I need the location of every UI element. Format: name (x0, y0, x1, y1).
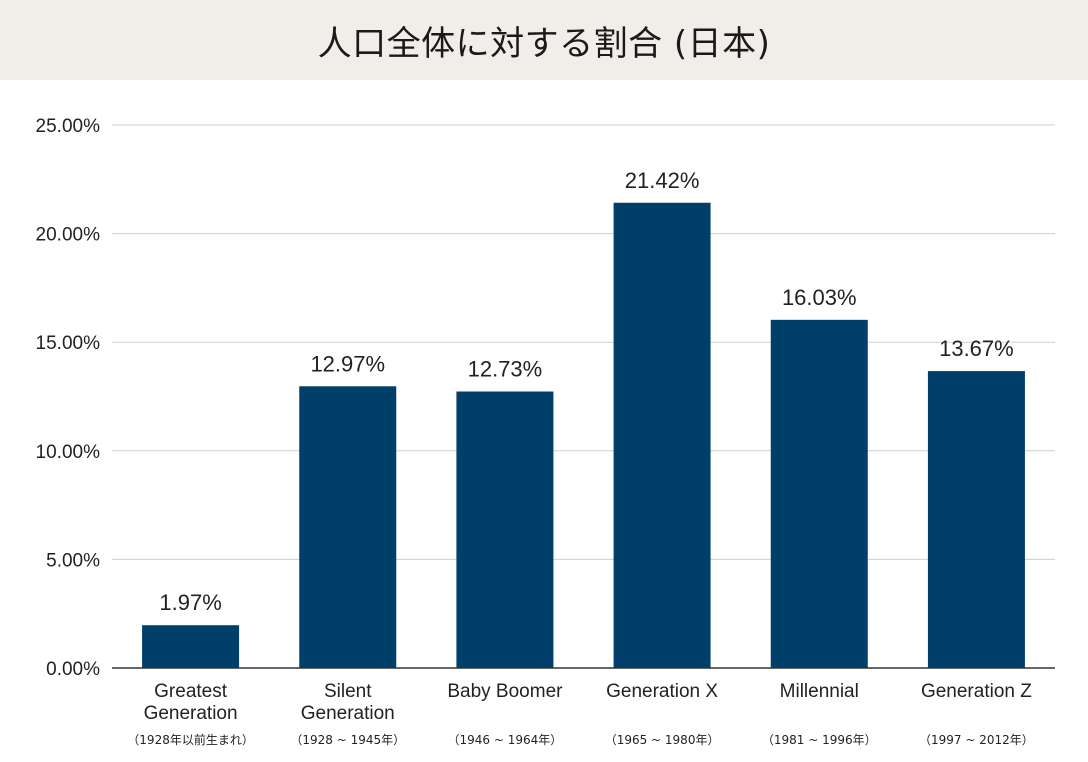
y-axis-tick-labels: 0.00% 5.00% 10.00% 15.00% 20.00% 25.00% (36, 116, 101, 680)
bar (613, 202, 711, 668)
category-label: Generation (144, 703, 238, 724)
data-labels: 1.97% 12.97% 12.73% 21.42% 16.03% 13.67% (159, 168, 1013, 615)
category-sublabel: （1981 ~ 1996年） (762, 733, 877, 747)
data-label: 12.97% (310, 351, 385, 376)
category-sublabel: （1928 ~ 1945年） (290, 733, 405, 747)
data-label: 1.97% (159, 590, 221, 615)
category-label: Silent (324, 681, 372, 702)
category-label: Millennial (780, 681, 859, 702)
y-tick-label: 20.00% (36, 225, 101, 246)
bar (770, 319, 868, 668)
bar (299, 386, 397, 668)
category-sublabel: （1946 ~ 1964年） (448, 733, 563, 747)
category-label: Generation Z (921, 681, 1032, 702)
category-sublabel: （1928年以前生まれ） (127, 732, 254, 747)
bar (456, 391, 554, 668)
bars (142, 202, 1025, 668)
chart-title: 人口全体に対する割合 (日本) (317, 23, 771, 64)
data-label: 16.03% (782, 285, 857, 310)
category-sublabel: （1965 ~ 1980年） (605, 733, 720, 747)
data-label: 12.73% (468, 357, 543, 382)
category-label: Greatest (154, 681, 228, 702)
y-tick-label: 0.00% (46, 659, 100, 680)
y-tick-label: 15.00% (36, 333, 101, 354)
x-axis-category-labels: GreatestGeneration（1928年以前生まれ）SilentGene… (127, 681, 1033, 747)
data-label: 13.67% (939, 336, 1014, 361)
bar (927, 371, 1025, 668)
y-tick-label: 10.00% (36, 442, 101, 463)
category-label: Baby Boomer (447, 681, 563, 702)
bar (142, 625, 240, 668)
y-tick-label: 25.00% (36, 116, 101, 137)
data-label: 21.42% (625, 168, 700, 193)
chart-header: 人口全体に対する割合 (日本) (0, 0, 1088, 80)
category-label: Generation X (606, 681, 718, 702)
category-sublabel: （1997 ~ 2012年） (919, 733, 1034, 747)
y-tick-label: 5.00% (46, 550, 100, 571)
category-label: Generation (301, 703, 395, 724)
grid-lines (112, 124, 1055, 669)
